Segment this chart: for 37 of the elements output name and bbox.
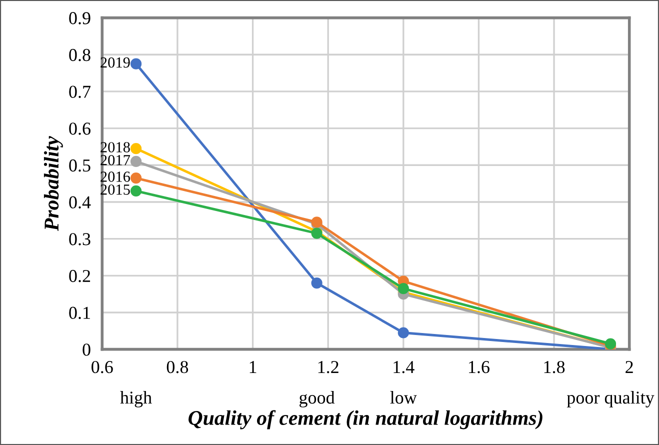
series-label: 2018 (100, 142, 130, 152)
point (130, 143, 142, 154)
series-label: 2019 (100, 57, 130, 68)
x-tick-label: 2 (626, 361, 633, 373)
y-tick-label: 0.4 (69, 196, 91, 208)
point (311, 277, 322, 289)
y-tick-label: 0.5 (69, 159, 90, 172)
point (398, 327, 409, 338)
x-tick-label: 1.4 (394, 361, 414, 374)
y-tick-label: 0.2 (69, 270, 90, 282)
x-tick-label: 1 (250, 361, 256, 373)
text: low (390, 390, 417, 404)
point (130, 156, 142, 168)
y-tick-label: 0.1 (69, 306, 90, 320)
x-tick-label: 1.6 (469, 361, 490, 374)
y-tick-label: 0.9 (69, 12, 90, 24)
x-tick-label: 1.8 (544, 360, 565, 374)
y-tick-label: 0.8 (69, 48, 90, 62)
y-tick-label: 0 (82, 344, 90, 356)
x-tick-label: 0.6 (92, 360, 113, 374)
point (130, 185, 142, 196)
x-axis-title: Quality of cement (in natural logarithms) (188, 410, 542, 430)
series-label: 2017 (100, 154, 130, 166)
point (130, 172, 142, 184)
point (398, 282, 409, 294)
y-tick-label: 0.7 (69, 86, 91, 98)
y-tick-label: 0.6 (69, 122, 90, 135)
y-tick-label: 0.3 (69, 233, 90, 246)
series-label: 2016 (100, 172, 130, 182)
x-tick-label: 1.2 (318, 361, 338, 374)
series-label: 2015 (100, 184, 130, 195)
text: poor quality (566, 390, 654, 408)
y-axis-title: Probability (44, 136, 63, 232)
point (130, 58, 142, 70)
text: good (300, 390, 335, 408)
x-tick-label: 0.8 (166, 360, 188, 374)
text: high (120, 390, 152, 408)
